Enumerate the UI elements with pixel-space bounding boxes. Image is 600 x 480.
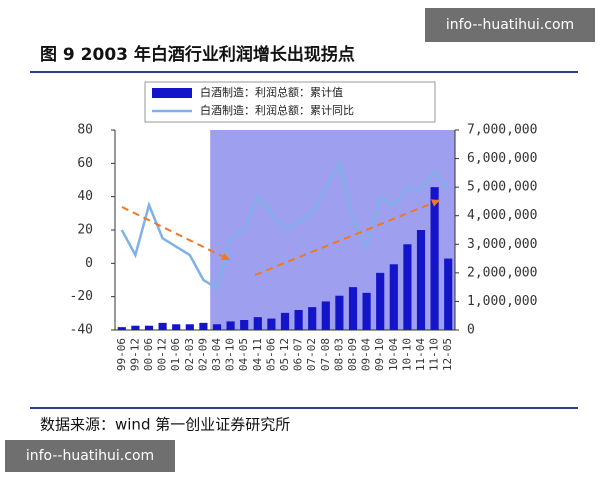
bar	[403, 244, 412, 330]
x-tick-label: 99-06	[115, 338, 128, 371]
x-tick-label: 03-10	[224, 338, 237, 371]
x-tick-label: 08-03	[332, 338, 345, 371]
bar	[267, 318, 276, 330]
bar	[199, 322, 208, 330]
bar	[253, 317, 262, 330]
bar	[240, 320, 249, 330]
trend-arrow	[254, 199, 441, 276]
x-tick-label: 04-11	[251, 338, 264, 371]
bar	[226, 321, 235, 330]
bar	[131, 325, 140, 330]
y2-tick-label: 3,000,000	[467, 237, 537, 252]
line	[120, 159, 450, 291]
watermark: info--huatihui.com	[446, 17, 574, 33]
y-tick-label: 0	[85, 256, 93, 271]
bar	[185, 324, 194, 330]
bar	[308, 307, 317, 330]
bar	[117, 327, 126, 330]
y-tick-label: 60	[77, 156, 93, 171]
bar	[430, 187, 439, 330]
trend-arrow	[121, 206, 231, 261]
x-tick-label: 99-12	[128, 338, 141, 371]
y2-tick-label: 0	[467, 323, 475, 338]
trend-arrowhead	[431, 199, 440, 207]
x-tick-label: 04-05	[237, 338, 250, 371]
watermark: info--huatihui.com	[26, 448, 154, 464]
legend-label: 白酒制造：利润总额：累计同比	[200, 103, 354, 117]
bar	[362, 292, 371, 330]
y2-tick-label: 6,000,000	[467, 151, 537, 166]
x-tick-label: 09-10	[373, 338, 386, 371]
legend	[144, 81, 436, 123]
legend-swatch	[152, 88, 192, 98]
y-tick-label: -20	[70, 289, 93, 304]
bar	[158, 322, 167, 330]
y-tick-label: -40	[70, 323, 93, 338]
y2-tick-label: 7,000,000	[467, 123, 537, 138]
x-tick-label: 07-02	[305, 338, 318, 371]
trend-arrowhead	[221, 252, 230, 260]
x-tick-label: 12-05	[441, 338, 454, 371]
bar	[294, 310, 303, 330]
x-tick-label: 05-12	[278, 338, 291, 371]
bar	[389, 264, 398, 330]
y2-tick-label: 1,000,000	[467, 294, 537, 309]
bar	[348, 287, 358, 330]
bar	[212, 324, 222, 330]
y-tick-label: 40	[77, 189, 93, 204]
x-tick-label: 10-10	[400, 338, 413, 371]
x-tick-label: 05-06	[264, 338, 277, 371]
x-tick-label: 06-07	[292, 338, 305, 371]
highlight-region	[210, 130, 455, 330]
y2-tick-label: 5,000,000	[467, 180, 537, 195]
x-tick-label: 02-09	[196, 338, 209, 371]
x-tick-label: 00-12	[156, 338, 169, 371]
source: 数据来源：wind 第一创业证券研究所	[40, 416, 290, 434]
x-tick-label: 02-03	[183, 338, 196, 371]
x-tick-label: 08-09	[346, 338, 359, 371]
x-tick-label: 07-08	[319, 338, 332, 371]
y2-tick-label: 4,000,000	[467, 208, 537, 223]
chart-title: 图 9 2003 年白酒行业利润增长出现拐点	[40, 44, 355, 65]
x-tick-label: 10-04	[387, 338, 400, 371]
bar	[376, 272, 385, 330]
y-tick-label: 80	[77, 123, 93, 138]
bar	[144, 325, 154, 330]
x-tick-label: 01-06	[169, 338, 182, 371]
watermark-box	[425, 8, 595, 42]
bar	[172, 324, 181, 330]
x-tick-label: 09-04	[360, 338, 373, 371]
legend-label: 白酒制造：利润总额：累计值	[200, 85, 343, 99]
x-tick-label: 00-06	[142, 338, 155, 371]
x-tick-label: 03-04	[210, 338, 223, 371]
x-tick-label: 11-10	[428, 338, 441, 371]
bar	[335, 295, 344, 330]
y2-tick-label: 2,000,000	[467, 265, 537, 280]
bar	[280, 312, 290, 330]
y-tick-label: 20	[77, 223, 93, 238]
bar	[416, 230, 426, 330]
bar	[444, 258, 453, 330]
x-tick-label: 11-04	[414, 338, 427, 371]
bar	[321, 301, 330, 330]
watermark-box	[5, 440, 175, 472]
